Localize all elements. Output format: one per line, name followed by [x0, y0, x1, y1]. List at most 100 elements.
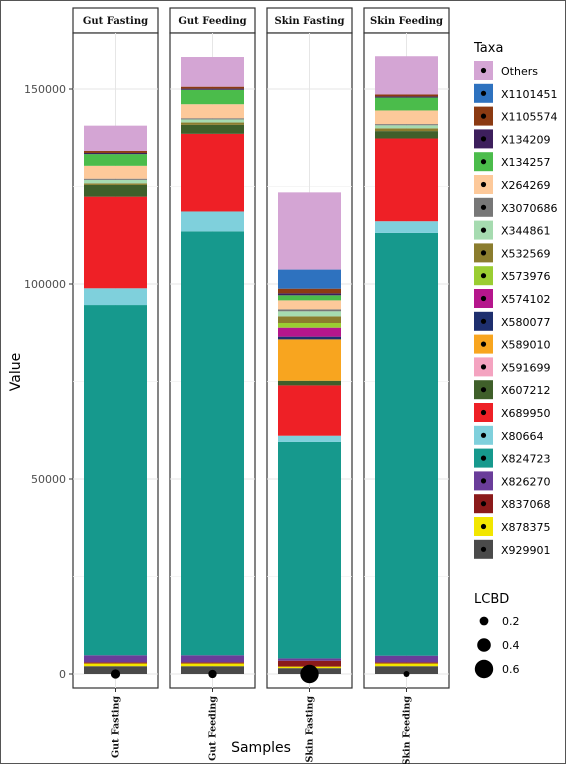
legend-key-dot — [480, 136, 487, 142]
y-tick-label: 50000 — [31, 473, 66, 486]
lcbd-point — [300, 664, 319, 684]
lcbd-point — [403, 671, 410, 677]
legend-label: X1101451 — [501, 88, 558, 101]
bar-segment-x589010 — [278, 339, 341, 381]
bar-segment-x532569 — [375, 128, 438, 132]
bar-segment-x580077 — [278, 336, 341, 340]
bar-segment-x344861 — [278, 311, 341, 317]
bar-segment-x134209 — [375, 96, 438, 98]
legend-key-dot — [480, 364, 487, 370]
legend-label: X929901 — [501, 544, 551, 557]
legend-key-dot — [480, 204, 487, 210]
x-tick-label: Skin Fasting — [305, 696, 316, 763]
legend-key-dot — [480, 227, 487, 233]
bar-segment-x264269 — [375, 110, 438, 125]
legend-label: X264269 — [501, 179, 551, 192]
facet-strip-label: Skin Fasting — [274, 16, 344, 27]
lcbd-legend-label: 0.2 — [502, 615, 520, 628]
bar-segment-x3070686 — [181, 118, 244, 120]
bar-segment-x80664 — [84, 288, 147, 306]
legend-label: X824723 — [501, 453, 551, 466]
bar-segment-x344861 — [84, 179, 147, 184]
bar-segment-x3070686 — [278, 309, 341, 312]
bar-segment-x1101451 — [278, 269, 341, 289]
bar-segment-x532569 — [181, 122, 244, 125]
bar-segment-x134257 — [375, 97, 438, 111]
legend-label: X580077 — [501, 316, 551, 329]
legend-label: X1105574 — [501, 111, 558, 124]
legend-key-dot — [480, 295, 487, 302]
legend-label: X591699 — [501, 361, 551, 374]
bar-segment-x134257 — [84, 154, 147, 166]
bar-segment-x134257 — [181, 89, 244, 105]
bar-segment-others — [375, 56, 438, 95]
lcbd-legend-point — [477, 638, 491, 652]
bar-segment-x878375 — [84, 663, 147, 667]
x-tick-label: Gut Feeding — [208, 696, 219, 761]
bar-segment-others — [84, 125, 147, 152]
x-tick-label: Skin Feeding — [402, 696, 413, 764]
bar-segment-x607212 — [84, 184, 147, 197]
bar-segment-x878375 — [181, 663, 244, 667]
legend-key-dot — [480, 478, 487, 484]
lcbd-legend-point — [479, 616, 489, 626]
bar-segment-x134209 — [278, 293, 341, 296]
legend-key-dot — [480, 409, 487, 416]
facet-strip-label: Skin Feeding — [370, 16, 443, 27]
bar-segment-x826270 — [84, 655, 147, 663]
legend-key-dot — [480, 432, 487, 438]
legend-label: X878375 — [501, 521, 551, 534]
bar-segment-x878375 — [375, 663, 438, 667]
legend-label: X344861 — [501, 225, 551, 238]
bar-segment-x824723 — [181, 231, 244, 656]
legend-label: X3070686 — [501, 202, 558, 215]
lcbd-point — [208, 669, 217, 679]
legend-key-dot — [480, 67, 487, 74]
bar-segment-x134257 — [278, 295, 341, 301]
bar-segment-x134209 — [181, 88, 244, 90]
facet-strip-label: Gut Feeding — [178, 16, 246, 27]
y-tick-label: 100000 — [24, 278, 66, 291]
taxa-legend-title: Taxa — [473, 41, 503, 56]
bar-segment-x264269 — [84, 165, 147, 179]
y-axis-title: Value — [8, 353, 24, 391]
bar-segment-x689950 — [375, 138, 438, 222]
bar-segment-x532569 — [278, 316, 341, 323]
lcbd-legend-label: 0.6 — [502, 663, 520, 676]
bar-segment-x1105574 — [278, 288, 341, 294]
bar-segment-others — [181, 57, 244, 87]
facet-strip — [363, 7, 450, 34]
bar-segment-x573976 — [278, 323, 341, 328]
bar-segment-x574102 — [278, 327, 341, 337]
x-axis-title: Samples — [231, 740, 291, 756]
legend-label: X532569 — [501, 247, 551, 260]
legend-label: X80664 — [501, 430, 544, 443]
bar-segment-x3070686 — [375, 124, 438, 126]
legend-key-dot — [480, 387, 487, 393]
lcbd-legend-label: 0.4 — [502, 639, 520, 652]
legend-key-dot — [480, 181, 487, 188]
legend-label: X837068 — [501, 498, 551, 511]
bar-segment-x264269 — [278, 300, 341, 310]
legend-key-dot — [480, 90, 487, 96]
bar-segment-x532569 — [84, 183, 147, 185]
legend-label: X607212 — [501, 384, 551, 397]
legend-label: X573976 — [501, 270, 551, 283]
bar-segment-x264269 — [181, 104, 244, 119]
legend-key-dot — [480, 455, 487, 461]
lcbd-legend-point — [474, 659, 494, 679]
bar-segment-x837068 — [375, 662, 438, 664]
legend-label: X574102 — [501, 293, 551, 306]
y-tick-label: 0 — [59, 668, 66, 681]
legend-label: X134257 — [501, 156, 551, 169]
bar-segment-x344861 — [181, 119, 244, 123]
bar-segment-x80664 — [375, 221, 438, 233]
y-tick-label: 150000 — [24, 83, 66, 96]
bar-segment-x3070686 — [84, 178, 147, 180]
facet-strip-label: Gut Fasting — [83, 16, 148, 27]
legend-label: X134209 — [501, 133, 551, 146]
legend-label: X826270 — [501, 475, 551, 488]
bar-segment-x826270 — [181, 655, 244, 663]
bar-segment-x607212 — [181, 124, 244, 134]
bar-segment-x824723 — [375, 232, 438, 656]
